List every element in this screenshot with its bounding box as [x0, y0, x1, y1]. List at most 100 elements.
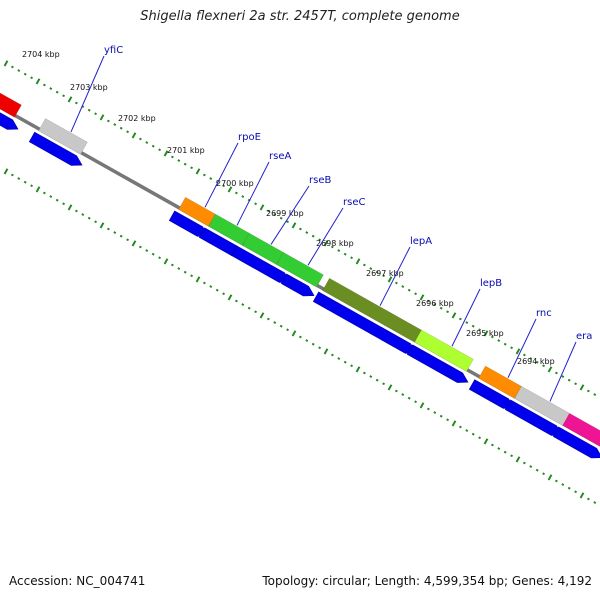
- inner-tick: [330, 353, 334, 357]
- outer-tick: [561, 375, 565, 378]
- inner-tick: [138, 245, 142, 249]
- inner-tick: [145, 249, 149, 252]
- label-leader-line: [236, 161, 270, 226]
- cds-arrow: [552, 426, 600, 459]
- outer-tick: [542, 364, 546, 368]
- inner-tick: [305, 339, 309, 342]
- inner-tick: [554, 479, 558, 483]
- inner-tick: [227, 294, 233, 301]
- inner-tick: [503, 450, 507, 454]
- gene-label-rnc[interactable]: rnc: [536, 308, 552, 319]
- outer-tick: [355, 258, 361, 265]
- outer-tick: [67, 96, 73, 103]
- inner-tick: [3, 168, 9, 175]
- outer-tick: [483, 330, 489, 337]
- genome-summary-text: Topology: circular; Length: 4,599,354 bp…: [262, 574, 592, 588]
- inner-tick: [183, 270, 187, 274]
- tick-marks: [3, 60, 597, 504]
- outer-tick: [62, 94, 66, 98]
- outer-tick: [234, 191, 238, 195]
- label-leader-line: [70, 55, 105, 133]
- gene-label-lepA[interactable]: lepA: [410, 236, 432, 247]
- inner-tick: [547, 474, 553, 481]
- outer-tick: [241, 195, 245, 198]
- gene-bar-rseC: [276, 252, 324, 288]
- outer-tick: [407, 288, 411, 292]
- gene-label-rpoE[interactable]: rpoE: [238, 132, 261, 143]
- inner-tick: [62, 202, 66, 206]
- inner-tick: [266, 317, 270, 321]
- outer-tick: [113, 123, 117, 126]
- outer-tick: [215, 180, 219, 184]
- inner-tick: [483, 438, 489, 445]
- outer-tick: [510, 346, 514, 350]
- inner-tick: [529, 465, 533, 468]
- inner-tick: [234, 299, 238, 303]
- outer-tick: [522, 353, 526, 357]
- inner-tick: [369, 375, 373, 378]
- inner-tick: [419, 402, 425, 409]
- inner-tick: [401, 393, 405, 396]
- inner-tick: [355, 366, 361, 373]
- outer-tick: [254, 202, 258, 206]
- inner-tick: [259, 312, 265, 319]
- inner-tick: [106, 227, 110, 231]
- inner-tick: [478, 436, 482, 440]
- outer-tick: [593, 393, 597, 396]
- gene-label-yfiC[interactable]: yfiC: [104, 45, 123, 56]
- inner-tick: [458, 425, 462, 429]
- gene-label-rseA[interactable]: rseA: [269, 151, 291, 162]
- outer-tick: [330, 245, 334, 249]
- inner-tick: [490, 443, 494, 447]
- outer-tick: [195, 168, 201, 175]
- inner-tick: [318, 346, 322, 350]
- outer-tick: [369, 267, 373, 270]
- label-leader-line: [549, 341, 577, 402]
- kbp-label: 2697 kbp: [366, 269, 404, 278]
- outer-tick: [579, 384, 585, 391]
- inner-tick: [298, 335, 302, 339]
- outer-tick: [266, 209, 270, 213]
- inner-tick: [286, 328, 290, 332]
- outer-tick: [471, 324, 475, 328]
- inner-tick: [119, 234, 123, 238]
- gene-label-era[interactable]: era: [576, 331, 592, 342]
- outer-tick: [382, 274, 386, 278]
- outer-tick: [298, 227, 302, 231]
- inner-tick: [574, 490, 578, 494]
- inner-tick: [471, 432, 475, 436]
- outer-tick: [305, 231, 309, 234]
- label-leader-line: [379, 246, 411, 306]
- inner-tick: [35, 186, 41, 193]
- outer-tick: [74, 101, 78, 105]
- inner-tick: [323, 348, 329, 355]
- outer-tick: [426, 299, 430, 303]
- outer-tick: [478, 328, 482, 332]
- outer-tick: [323, 240, 329, 247]
- kbp-labels: 2704 kbp 2703 kbp 2702 kbp 2701 kbp 2700 kbp…: [22, 50, 555, 366]
- outer-tick: [23, 72, 27, 76]
- inner-tick: [561, 483, 565, 486]
- offscreen-feature-right: [562, 412, 600, 447]
- inner-tick: [586, 497, 590, 501]
- inner-tick: [195, 276, 201, 283]
- inner-tick: [593, 501, 597, 504]
- outer-tick: [126, 130, 130, 134]
- outer-tick: [451, 312, 457, 319]
- label-leader-line: [270, 185, 310, 245]
- outer-tick: [458, 317, 462, 321]
- outer-tick: [279, 216, 283, 220]
- gene-label-rseB[interactable]: rseB: [309, 175, 331, 186]
- inner-tick: [81, 213, 85, 216]
- outer-tick: [119, 126, 123, 130]
- cds-arrow: [406, 344, 469, 383]
- outer-tick: [362, 263, 366, 267]
- inner-tick: [375, 378, 379, 382]
- gene-label-rseC[interactable]: rseC: [343, 197, 365, 208]
- outer-tick: [222, 184, 226, 188]
- gene-label-lepB[interactable]: lepB: [480, 278, 502, 289]
- outer-tick: [547, 366, 553, 373]
- label-leader-line: [451, 288, 481, 347]
- outer-tick: [394, 281, 398, 285]
- outer-tick: [318, 238, 322, 242]
